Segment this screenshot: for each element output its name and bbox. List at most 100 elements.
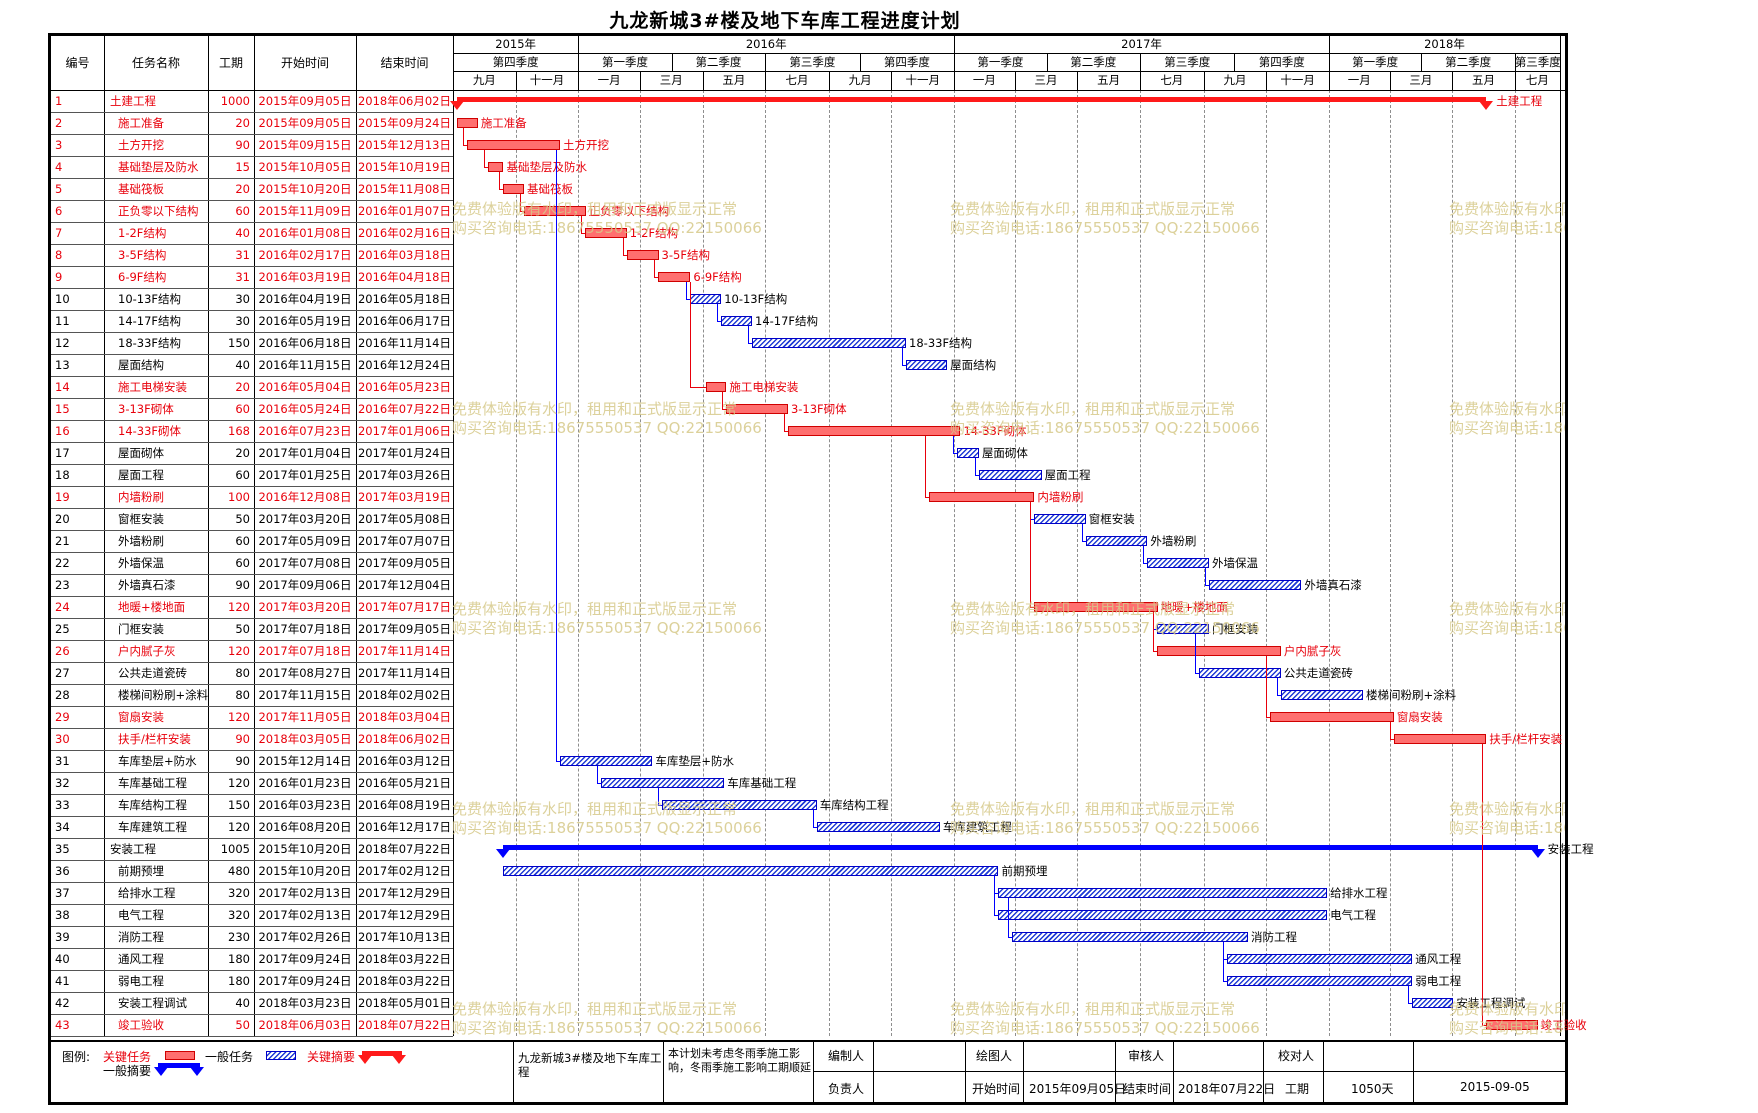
timeline-month: 七月 [1525, 73, 1549, 87]
timeline-month: 十一月 [529, 73, 565, 87]
critical-task-bar[interactable] [658, 272, 691, 282]
schedule-frame [48, 33, 1568, 1105]
timeline-month: 十一月 [1280, 73, 1315, 87]
dependency-link [1143, 546, 1145, 563]
legend-critical-summary-cap-right [392, 1055, 406, 1064]
task-name: 竣工验收 [118, 1018, 164, 1032]
timeline-month-divider [1014, 71, 1016, 90]
task-end: 2017年11月14日 [357, 666, 452, 680]
task-bar[interactable] [1208, 580, 1302, 590]
dependency-link [953, 436, 955, 453]
task-id: 2 [55, 116, 63, 130]
critical-task-bar[interactable] [705, 382, 727, 392]
task-bar[interactable] [998, 910, 1328, 920]
critical-task-bar[interactable] [487, 162, 504, 172]
task-bar[interactable] [978, 470, 1042, 480]
footer-divider [663, 1040, 664, 1102]
task-bar[interactable] [1412, 998, 1454, 1008]
task-bar[interactable] [1198, 668, 1281, 678]
critical-task-bar[interactable] [726, 404, 788, 414]
task-end: 2017年03月19日 [357, 490, 452, 504]
bar-label: 3-13F砌体 [790, 402, 847, 416]
summary-bar[interactable] [503, 845, 1538, 850]
task-bar[interactable] [690, 294, 722, 304]
month-gridline [891, 90, 893, 1036]
task-bar[interactable] [816, 822, 940, 832]
task-start: 2018年03月05日 [258, 732, 352, 746]
task-bar[interactable] [957, 448, 979, 458]
task-bar[interactable] [503, 866, 999, 876]
legend-critical-summary-swatch [362, 1051, 402, 1056]
task-bar[interactable] [559, 756, 653, 766]
task-duration: 150 [228, 336, 250, 350]
task-bar[interactable] [721, 316, 752, 326]
critical-task-bar[interactable] [457, 118, 478, 128]
task-id: 3 [55, 138, 63, 152]
task-bar[interactable] [998, 888, 1328, 898]
task-bar[interactable] [1280, 690, 1363, 700]
task-duration: 31 [235, 270, 250, 284]
task-name: 车库建筑工程 [118, 820, 187, 834]
bar-label: 窗框安装 [1088, 512, 1135, 526]
dependency-link [581, 216, 583, 233]
dependency-link [519, 211, 524, 212]
bar-label: 公共走道瓷砖 [1283, 666, 1353, 680]
task-id: 25 [55, 622, 70, 636]
task-end: 2018年06月02日 [357, 94, 452, 108]
task-bar[interactable] [1085, 536, 1148, 546]
task-id: 7 [55, 226, 63, 240]
critical-task-bar[interactable] [523, 206, 586, 216]
task-bar[interactable] [905, 360, 948, 370]
bar-label: 消防工程 [1250, 930, 1297, 944]
row-divider [51, 750, 453, 751]
task-bar[interactable] [1011, 932, 1248, 942]
task-name: 内墙粉刷 [118, 490, 164, 504]
critical-summary-bar[interactable] [457, 97, 1487, 102]
bar-label: 前期预埋 [1001, 864, 1048, 878]
task-bar[interactable] [1227, 976, 1413, 986]
task-id: 30 [55, 732, 70, 746]
task-bar[interactable] [1157, 624, 1209, 634]
timeline-quarter: 第一季度 [1352, 55, 1399, 69]
bar-label: 1-2F结构 [629, 226, 679, 240]
row-divider [51, 838, 453, 839]
timeline-quarter-divider [1139, 53, 1141, 71]
task-bar[interactable] [1227, 954, 1413, 964]
critical-task-bar[interactable] [787, 426, 961, 436]
critical-task-bar[interactable] [1393, 734, 1487, 744]
task-end: 2016年11月14日 [357, 336, 452, 350]
critical-task-bar[interactable] [1486, 1020, 1538, 1030]
row-divider [51, 860, 453, 861]
critical-task-bar[interactable] [1270, 712, 1394, 722]
critical-task-bar[interactable] [585, 228, 627, 238]
critical-task-bar[interactable] [1034, 602, 1158, 612]
dependency-link [1007, 898, 1009, 937]
critical-task-bar[interactable] [467, 140, 560, 150]
footer-divider [1323, 1040, 1324, 1102]
critical-task-bar[interactable] [626, 250, 659, 260]
critical-task-bar[interactable] [503, 184, 525, 194]
dependency-link [658, 805, 663, 806]
footer-start-label: 开始时间 [972, 1082, 1021, 1096]
task-end: 2017年07月17日 [357, 600, 452, 614]
critical-task-bar[interactable] [929, 492, 1035, 502]
task-start: 2015年11月09日 [258, 204, 352, 218]
task-duration: 60 [235, 204, 250, 218]
task-bar[interactable] [662, 800, 817, 810]
critical-task-bar[interactable] [1157, 646, 1281, 656]
task-bar[interactable] [600, 778, 725, 788]
timeline-month-divider [1266, 71, 1268, 90]
dependency-link [463, 128, 465, 145]
legend-normal-summary-swatch [158, 1063, 200, 1068]
dependency-link [1194, 634, 1196, 673]
dependency-link [974, 458, 976, 475]
task-id: 13 [55, 358, 70, 372]
task-name: 前期预埋 [118, 864, 164, 878]
task-bar[interactable] [1147, 558, 1209, 568]
task-start: 2017年08月27日 [258, 666, 352, 680]
task-bar[interactable] [751, 338, 907, 348]
timeline-month: 三月 [1409, 73, 1433, 87]
task-bar[interactable] [1034, 514, 1086, 524]
task-end: 2017年05月08日 [357, 512, 452, 526]
task-name: 消防工程 [118, 930, 164, 944]
